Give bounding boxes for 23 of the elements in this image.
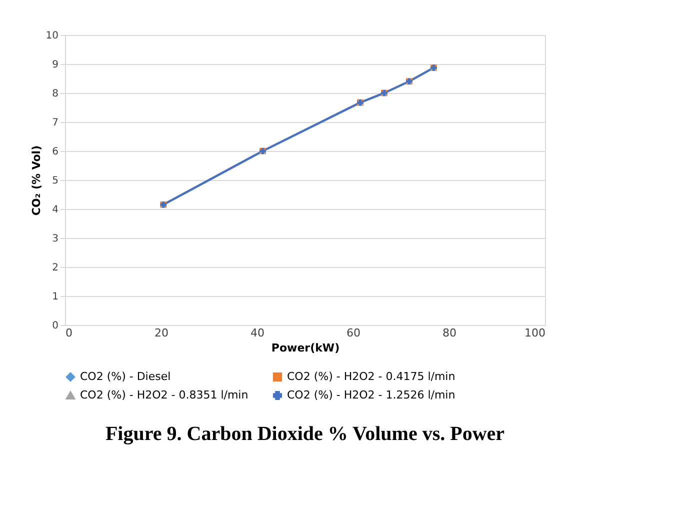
y-tick-label: 3: [52, 234, 58, 244]
caption: Figure 9. Carbon Dioxide % Volume vs. Power: [105, 423, 505, 445]
y-tick-label: 6: [52, 146, 58, 158]
x-tick-label: 0: [66, 326, 72, 340]
x-tick-label: 100: [524, 326, 546, 340]
y-axis-title: CO₂ (% Vol): [30, 145, 43, 216]
x-tick-label: 20: [154, 326, 168, 340]
x-tick-label: 40: [250, 326, 264, 340]
legend-label: CO2 (%) - Diesel: [80, 370, 171, 383]
legend-label: CO2 (%) - H2O2 - 0.8351 l/min: [80, 388, 248, 402]
x-tick-label: 80: [442, 326, 456, 340]
y-tick-label: 4: [52, 204, 58, 216]
y-tick-label: 9: [52, 60, 58, 70]
y-tick-label: 5: [52, 176, 58, 186]
y-tick-label: 1: [52, 292, 58, 302]
x-tick-label: 60: [346, 326, 360, 340]
y-tick-label: 7: [52, 118, 58, 128]
y-tick-label: 10: [46, 30, 58, 42]
legend-label: CO2 (%) - H2O2 - 1.2526 l/min: [287, 388, 456, 402]
y-tick-label: 8: [52, 88, 58, 100]
x-axis-title: Power(kW): [271, 342, 340, 354]
y-tick-label: 2: [52, 262, 58, 274]
legend-label: CO2 (%) - H2O2 - 0.4175 l/min: [287, 370, 456, 383]
